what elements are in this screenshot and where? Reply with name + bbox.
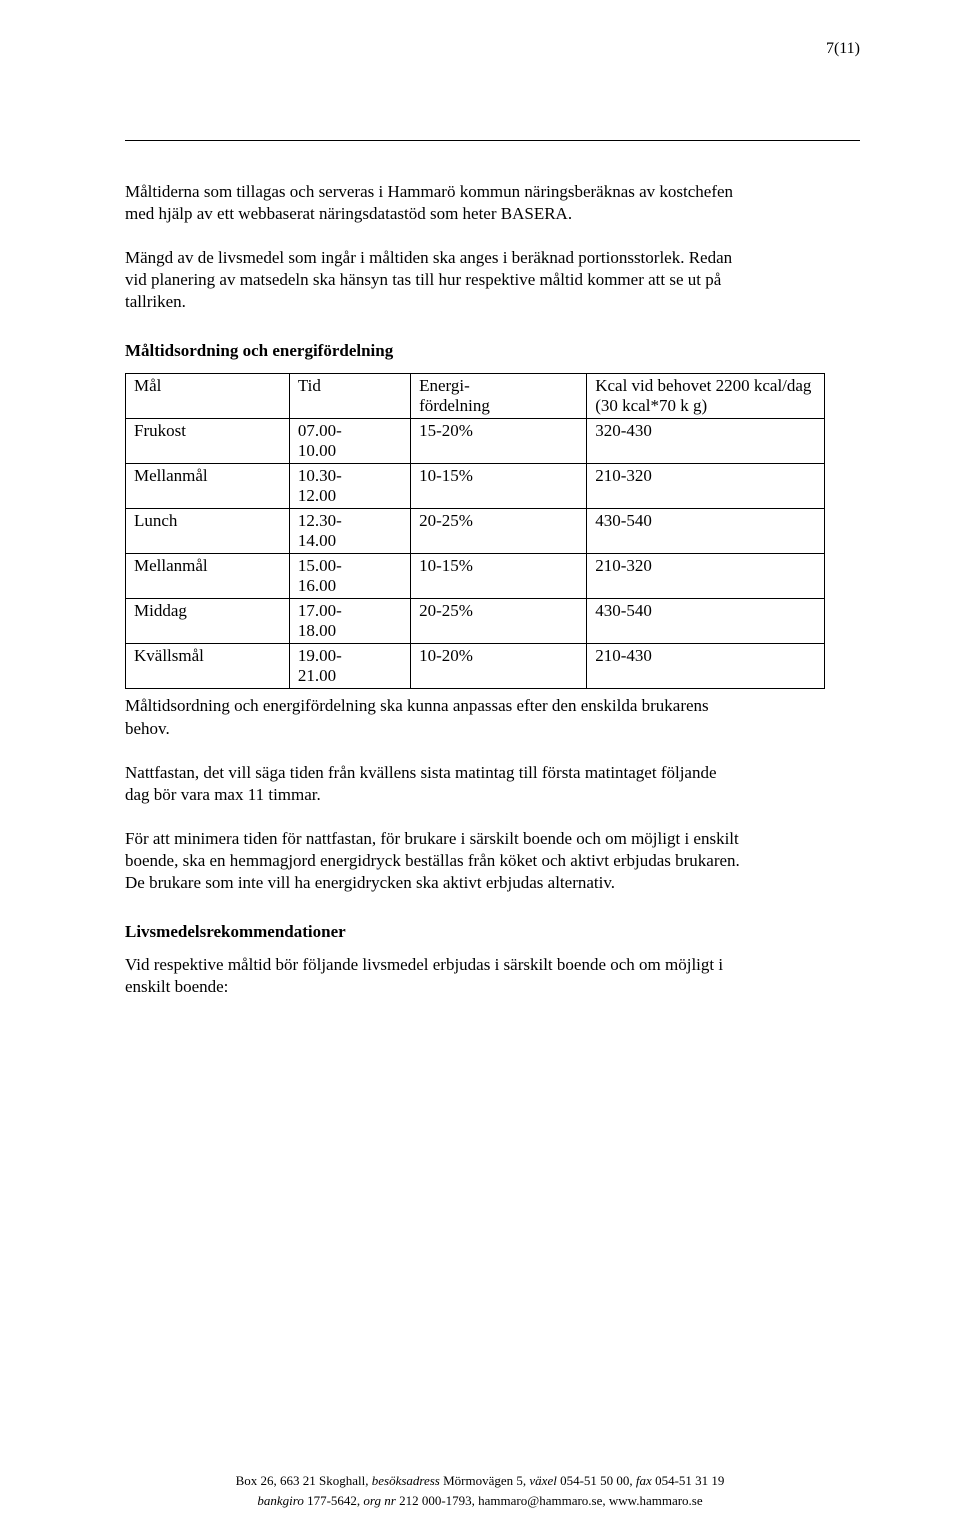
- table-cell: 210-430: [587, 644, 825, 689]
- table-cell: 430-540: [587, 509, 825, 554]
- table-cell: 210-320: [587, 464, 825, 509]
- footer-line-1: Box 26, 663 21 Skoghall, besöksadress Mö…: [0, 1471, 960, 1491]
- intro-paragraph-2: Mängd av de livsmedel som ingår i måltid…: [125, 247, 745, 313]
- recommendations-paragraph: Vid respektive måltid bör följande livsm…: [125, 954, 745, 998]
- table-cell: 10-20%: [411, 644, 587, 689]
- table-row: Lunch12.30-14.0020-25%430-540: [126, 509, 825, 554]
- page-footer: Box 26, 663 21 Skoghall, besöksadress Mö…: [0, 1471, 960, 1510]
- intro-paragraph-1: Måltiderna som tillagas och serveras i H…: [125, 181, 745, 225]
- footer-besoksadress: Mörmovägen 5,: [440, 1473, 530, 1488]
- page-number: 7(11): [826, 40, 860, 58]
- footer-fax-label: fax: [636, 1473, 652, 1488]
- table-cell: 12.30-14.00: [289, 509, 410, 554]
- col-header-tid: Tid: [289, 374, 410, 419]
- table-cell: 20-25%: [411, 509, 587, 554]
- header-divider: [125, 140, 860, 141]
- table-row: Middag17.00-18.0020-25%430-540: [126, 599, 825, 644]
- col-header-kcal: Kcal vid behovet 2200 kcal/dag (30 kcal*…: [587, 374, 825, 419]
- table-cell: 19.00-21.00: [289, 644, 410, 689]
- table-body: Frukost07.00-10.0015-20%320-430Mellanmål…: [126, 419, 825, 689]
- table-cell: 17.00-18.00: [289, 599, 410, 644]
- footer-bankgiro-label: bankgiro: [257, 1493, 303, 1508]
- footer-besoksadress-label: besöksadress: [372, 1473, 440, 1488]
- table-cell: 320-430: [587, 419, 825, 464]
- footer-vaxel: 054-51 50 00,: [557, 1473, 636, 1488]
- nattfastan-paragraph: Nattfastan, det vill säga tiden från kvä…: [125, 762, 745, 806]
- table-cell: 07.00-10.00: [289, 419, 410, 464]
- footer-orgnr-label: org nr: [363, 1493, 395, 1508]
- footer-bankgiro: 177-5642,: [304, 1493, 364, 1508]
- minimera-paragraph: För att minimera tiden för nattfastan, f…: [125, 828, 745, 894]
- footer-fax: 054-51 31 19: [652, 1473, 725, 1488]
- col-header-mal: Mål: [126, 374, 290, 419]
- meal-schedule-heading: Måltidsordning och energifördelning: [125, 341, 860, 361]
- table-row: Frukost07.00-10.0015-20%320-430: [126, 419, 825, 464]
- recommendations-heading: Livsmedelsrekommendationer: [125, 922, 860, 942]
- table-row: Mellanmål15.00-16.0010-15%210-320: [126, 554, 825, 599]
- table-cell: Middag: [126, 599, 290, 644]
- table-cell: 10-15%: [411, 554, 587, 599]
- document-page: 7(11) Måltiderna som tillagas och server…: [0, 0, 960, 1538]
- table-cell: 10.30-12.00: [289, 464, 410, 509]
- table-cell: Lunch: [126, 509, 290, 554]
- after-table-paragraph: Måltidsordning och energifördelning ska …: [125, 695, 745, 739]
- table-cell: 15.00-16.00: [289, 554, 410, 599]
- footer-orgnr: 212 000-1793, hammaro@hammaro.se, www.ha…: [396, 1493, 703, 1508]
- table-cell: Kvällsmål: [126, 644, 290, 689]
- table-row: Kvällsmål19.00-21.0010-20%210-430: [126, 644, 825, 689]
- table-row: Mellanmål10.30-12.0010-15%210-320: [126, 464, 825, 509]
- table-cell: 10-15%: [411, 464, 587, 509]
- footer-line-2: bankgiro 177-5642, org nr 212 000-1793, …: [0, 1491, 960, 1511]
- table-cell: 210-320: [587, 554, 825, 599]
- meal-schedule-table: Mål Tid Energi-fördelning Kcal vid behov…: [125, 373, 825, 689]
- table-cell: 15-20%: [411, 419, 587, 464]
- table-cell: 430-540: [587, 599, 825, 644]
- table-cell: Frukost: [126, 419, 290, 464]
- table-cell: Mellanmål: [126, 464, 290, 509]
- footer-vaxel-label: växel: [529, 1473, 556, 1488]
- col-header-energi: Energi-fördelning: [411, 374, 587, 419]
- footer-address: Box 26, 663 21 Skoghall,: [236, 1473, 372, 1488]
- table-cell: Mellanmål: [126, 554, 290, 599]
- table-header-row: Mål Tid Energi-fördelning Kcal vid behov…: [126, 374, 825, 419]
- table-cell: 20-25%: [411, 599, 587, 644]
